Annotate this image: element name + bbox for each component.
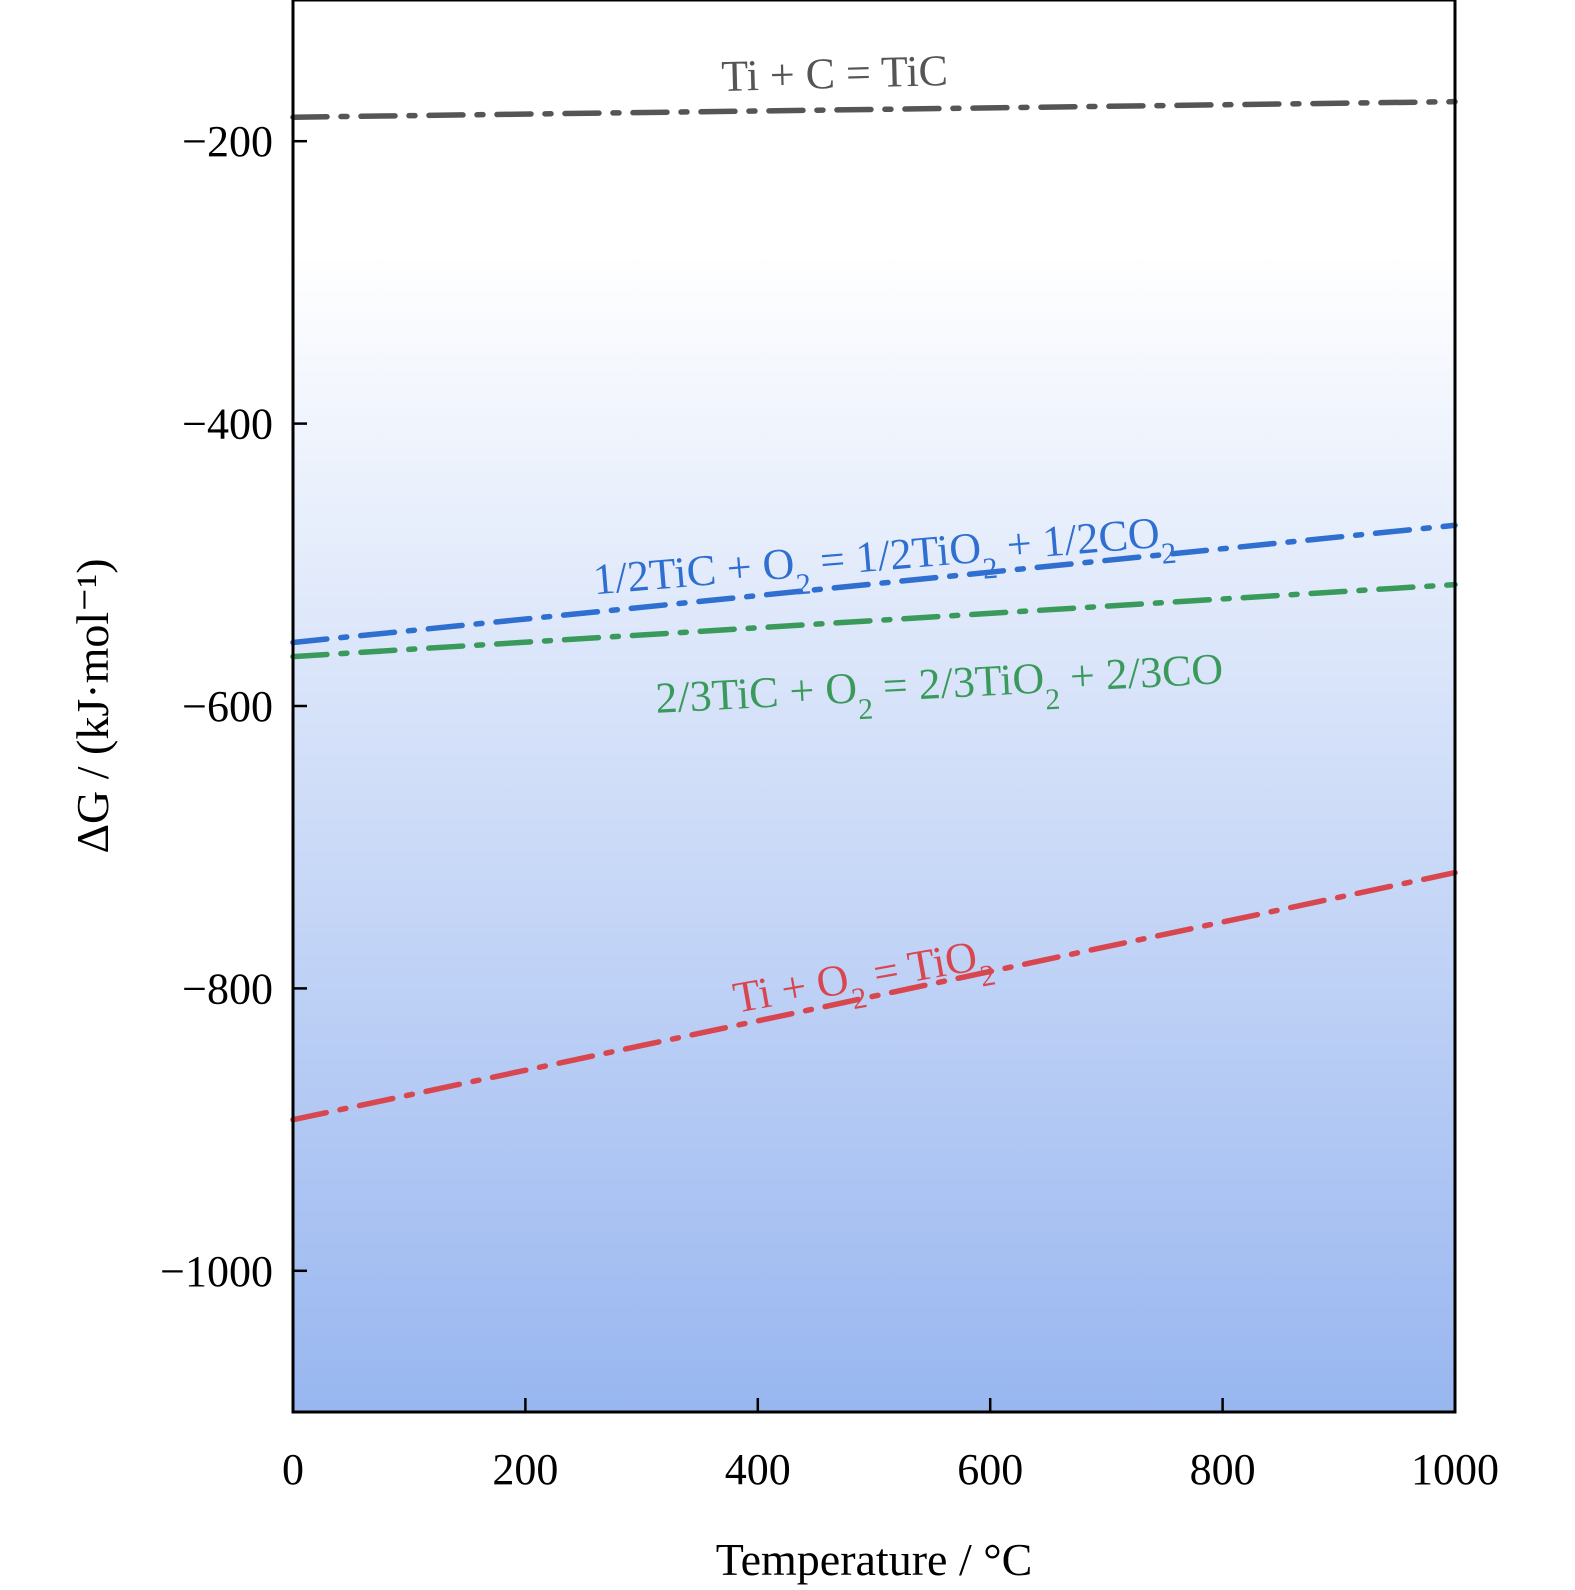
x-axis-title: Temperature / °C bbox=[716, 1534, 1033, 1585]
series-layer bbox=[290, 98, 1458, 1123]
series-line-3 bbox=[290, 869, 1458, 1123]
x-tick-label: 0 bbox=[282, 1445, 304, 1494]
x-tick-label: 400 bbox=[725, 1445, 791, 1494]
x-tick-label: 800 bbox=[1190, 1445, 1256, 1494]
series-label-0: Ti + C = TiC bbox=[721, 46, 949, 101]
series-line-1 bbox=[290, 522, 1458, 646]
x-tick-label: 1000 bbox=[1411, 1445, 1499, 1494]
series-line-2 bbox=[290, 581, 1458, 660]
series-label-2: 2/3TiC + O2 = 2/3TiO2 + 2/3CO bbox=[654, 644, 1225, 736]
y-tick-label: −1000 bbox=[160, 1247, 273, 1296]
y-tick-label: −800 bbox=[182, 964, 273, 1013]
tick-layer: 0 200 400 600 800 1000 −200 −400 −600 −800 −1000 bbox=[160, 117, 1499, 1494]
x-tick-label: 200 bbox=[492, 1445, 558, 1494]
plot-background bbox=[293, 0, 1455, 1412]
y-tick-label: −400 bbox=[182, 400, 273, 449]
y-axis-title: ΔG / (kJ·mol⁻¹) bbox=[67, 558, 118, 853]
x-tick-label: 600 bbox=[957, 1445, 1023, 1494]
y-tick-label: −200 bbox=[182, 117, 273, 166]
y-tick-label: −600 bbox=[182, 682, 273, 731]
series-line-0 bbox=[290, 98, 1458, 120]
